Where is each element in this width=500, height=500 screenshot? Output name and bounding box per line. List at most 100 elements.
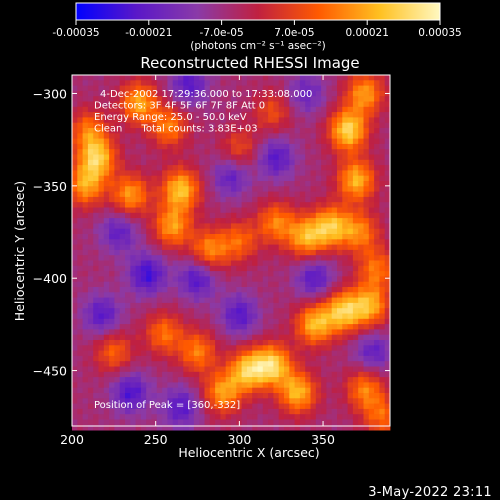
- heatmap-cell: [236, 181, 242, 187]
- heatmap-cell: [93, 154, 99, 161]
- heatmap-cell: [384, 202, 391, 208]
- heatmap-cell: [93, 403, 99, 410]
- heatmap-cell: [220, 398, 227, 404]
- heatmap-cell: [167, 223, 174, 230]
- heatmap-cell: [374, 165, 380, 171]
- heatmap-cell: [215, 334, 221, 341]
- heatmap-cell: [363, 398, 370, 404]
- heatmap-cell: [114, 324, 121, 330]
- colorbar-tick-label: 0.00021: [345, 27, 388, 39]
- heatmap-cell: [331, 175, 338, 182]
- heatmap-cell: [93, 366, 99, 373]
- heatmap-cell: [193, 117, 200, 124]
- heatmap-cell: [140, 133, 147, 139]
- heatmap-cell: [278, 143, 285, 150]
- heatmap-cell: [125, 112, 131, 118]
- heatmap-cell: [204, 218, 211, 224]
- heatmap-cell: [220, 170, 227, 177]
- heatmap-cell: [82, 255, 89, 261]
- heatmap-cell: [72, 149, 78, 155]
- heatmap-cell: [268, 106, 274, 113]
- heatmap-cell: [231, 234, 237, 240]
- heatmap-cell: [87, 106, 94, 113]
- heatmap-cell: [331, 207, 338, 214]
- heatmap-cell: [294, 419, 301, 426]
- heatmap-cell: [162, 117, 168, 124]
- heatmap-cell: [156, 329, 163, 336]
- heatmap-cell: [246, 371, 253, 378]
- heatmap-cell: [72, 212, 78, 219]
- heatmap-cell: [358, 366, 364, 373]
- heatmap-cell: [130, 271, 136, 277]
- heatmap-cell: [167, 122, 174, 129]
- heatmap-cell: [268, 175, 274, 182]
- heatmap-cell: [135, 85, 142, 92]
- heatmap-cell: [294, 202, 301, 208]
- heatmap-cell: [358, 143, 364, 150]
- heatmap-cell: [352, 324, 359, 330]
- heatmap-cell: [305, 249, 311, 256]
- heatmap-cell: [135, 138, 142, 145]
- heatmap-cell: [193, 414, 200, 420]
- heatmap-cell: [342, 382, 348, 389]
- heatmap-cell: [167, 212, 174, 219]
- heatmap-cell: [352, 371, 359, 378]
- heatmap-cell: [231, 382, 237, 389]
- heatmap-cell: [119, 239, 126, 245]
- heatmap-cell: [146, 361, 152, 367]
- heatmap-cell: [257, 260, 264, 267]
- heatmap-cell: [326, 324, 333, 330]
- heatmap-cell: [326, 96, 333, 102]
- heatmap-cell: [135, 175, 142, 182]
- heatmap-cell: [98, 340, 105, 346]
- heatmap-cell: [93, 260, 99, 267]
- heatmap-cell: [284, 149, 290, 155]
- heatmap-cell: [151, 424, 158, 431]
- heatmap-cell: [140, 414, 147, 420]
- heatmap-cell: [178, 292, 184, 298]
- heatmap-cell: [82, 154, 89, 161]
- heatmap-cell: [172, 175, 179, 182]
- heatmap-cell: [289, 382, 295, 389]
- heatmap-cell: [119, 202, 126, 208]
- heatmap-cell: [331, 249, 338, 256]
- heatmap-cell: [273, 202, 280, 208]
- heatmap-cell: [130, 424, 136, 431]
- heatmap-cell: [77, 355, 83, 362]
- heatmap-cell: [151, 170, 158, 177]
- heatmap-cell: [225, 239, 232, 245]
- heatmap-cell: [103, 387, 110, 394]
- heatmap-cell: [289, 85, 295, 92]
- heatmap-cell: [183, 239, 189, 245]
- heatmap-cell: [167, 133, 174, 139]
- heatmap-cell: [178, 101, 184, 108]
- heatmap-cell: [109, 75, 115, 81]
- heatmap-cell: [146, 366, 152, 373]
- heatmap-cell: [347, 138, 354, 145]
- heatmap-cell: [262, 350, 269, 357]
- heatmap-cell: [236, 186, 242, 192]
- heatmap-cell: [172, 313, 179, 320]
- heatmap-cell: [167, 85, 174, 92]
- heatmap-cell: [114, 255, 121, 261]
- heatmap-cell: [246, 196, 253, 203]
- heatmap-cell: [278, 371, 285, 378]
- heatmap-cell: [130, 128, 136, 134]
- heatmap-cell: [103, 106, 110, 113]
- heatmap-cell: [294, 80, 301, 86]
- heatmap-cell: [257, 128, 264, 134]
- heatmap-cell: [87, 276, 94, 283]
- heatmap-cell: [135, 414, 142, 420]
- heatmap-cell: [278, 170, 285, 177]
- heatmap-cell: [326, 255, 333, 261]
- heatmap-cell: [278, 393, 285, 399]
- heatmap-cell: [358, 149, 364, 155]
- heatmap-cell: [294, 101, 301, 108]
- heatmap-cell: [109, 387, 115, 394]
- heatmap-cell: [215, 281, 221, 288]
- heatmap-cell: [252, 276, 258, 283]
- heatmap-cell: [72, 101, 78, 108]
- heatmap-cell: [363, 207, 370, 214]
- heatmap-cell: [310, 408, 317, 415]
- heatmap-cell: [252, 159, 258, 166]
